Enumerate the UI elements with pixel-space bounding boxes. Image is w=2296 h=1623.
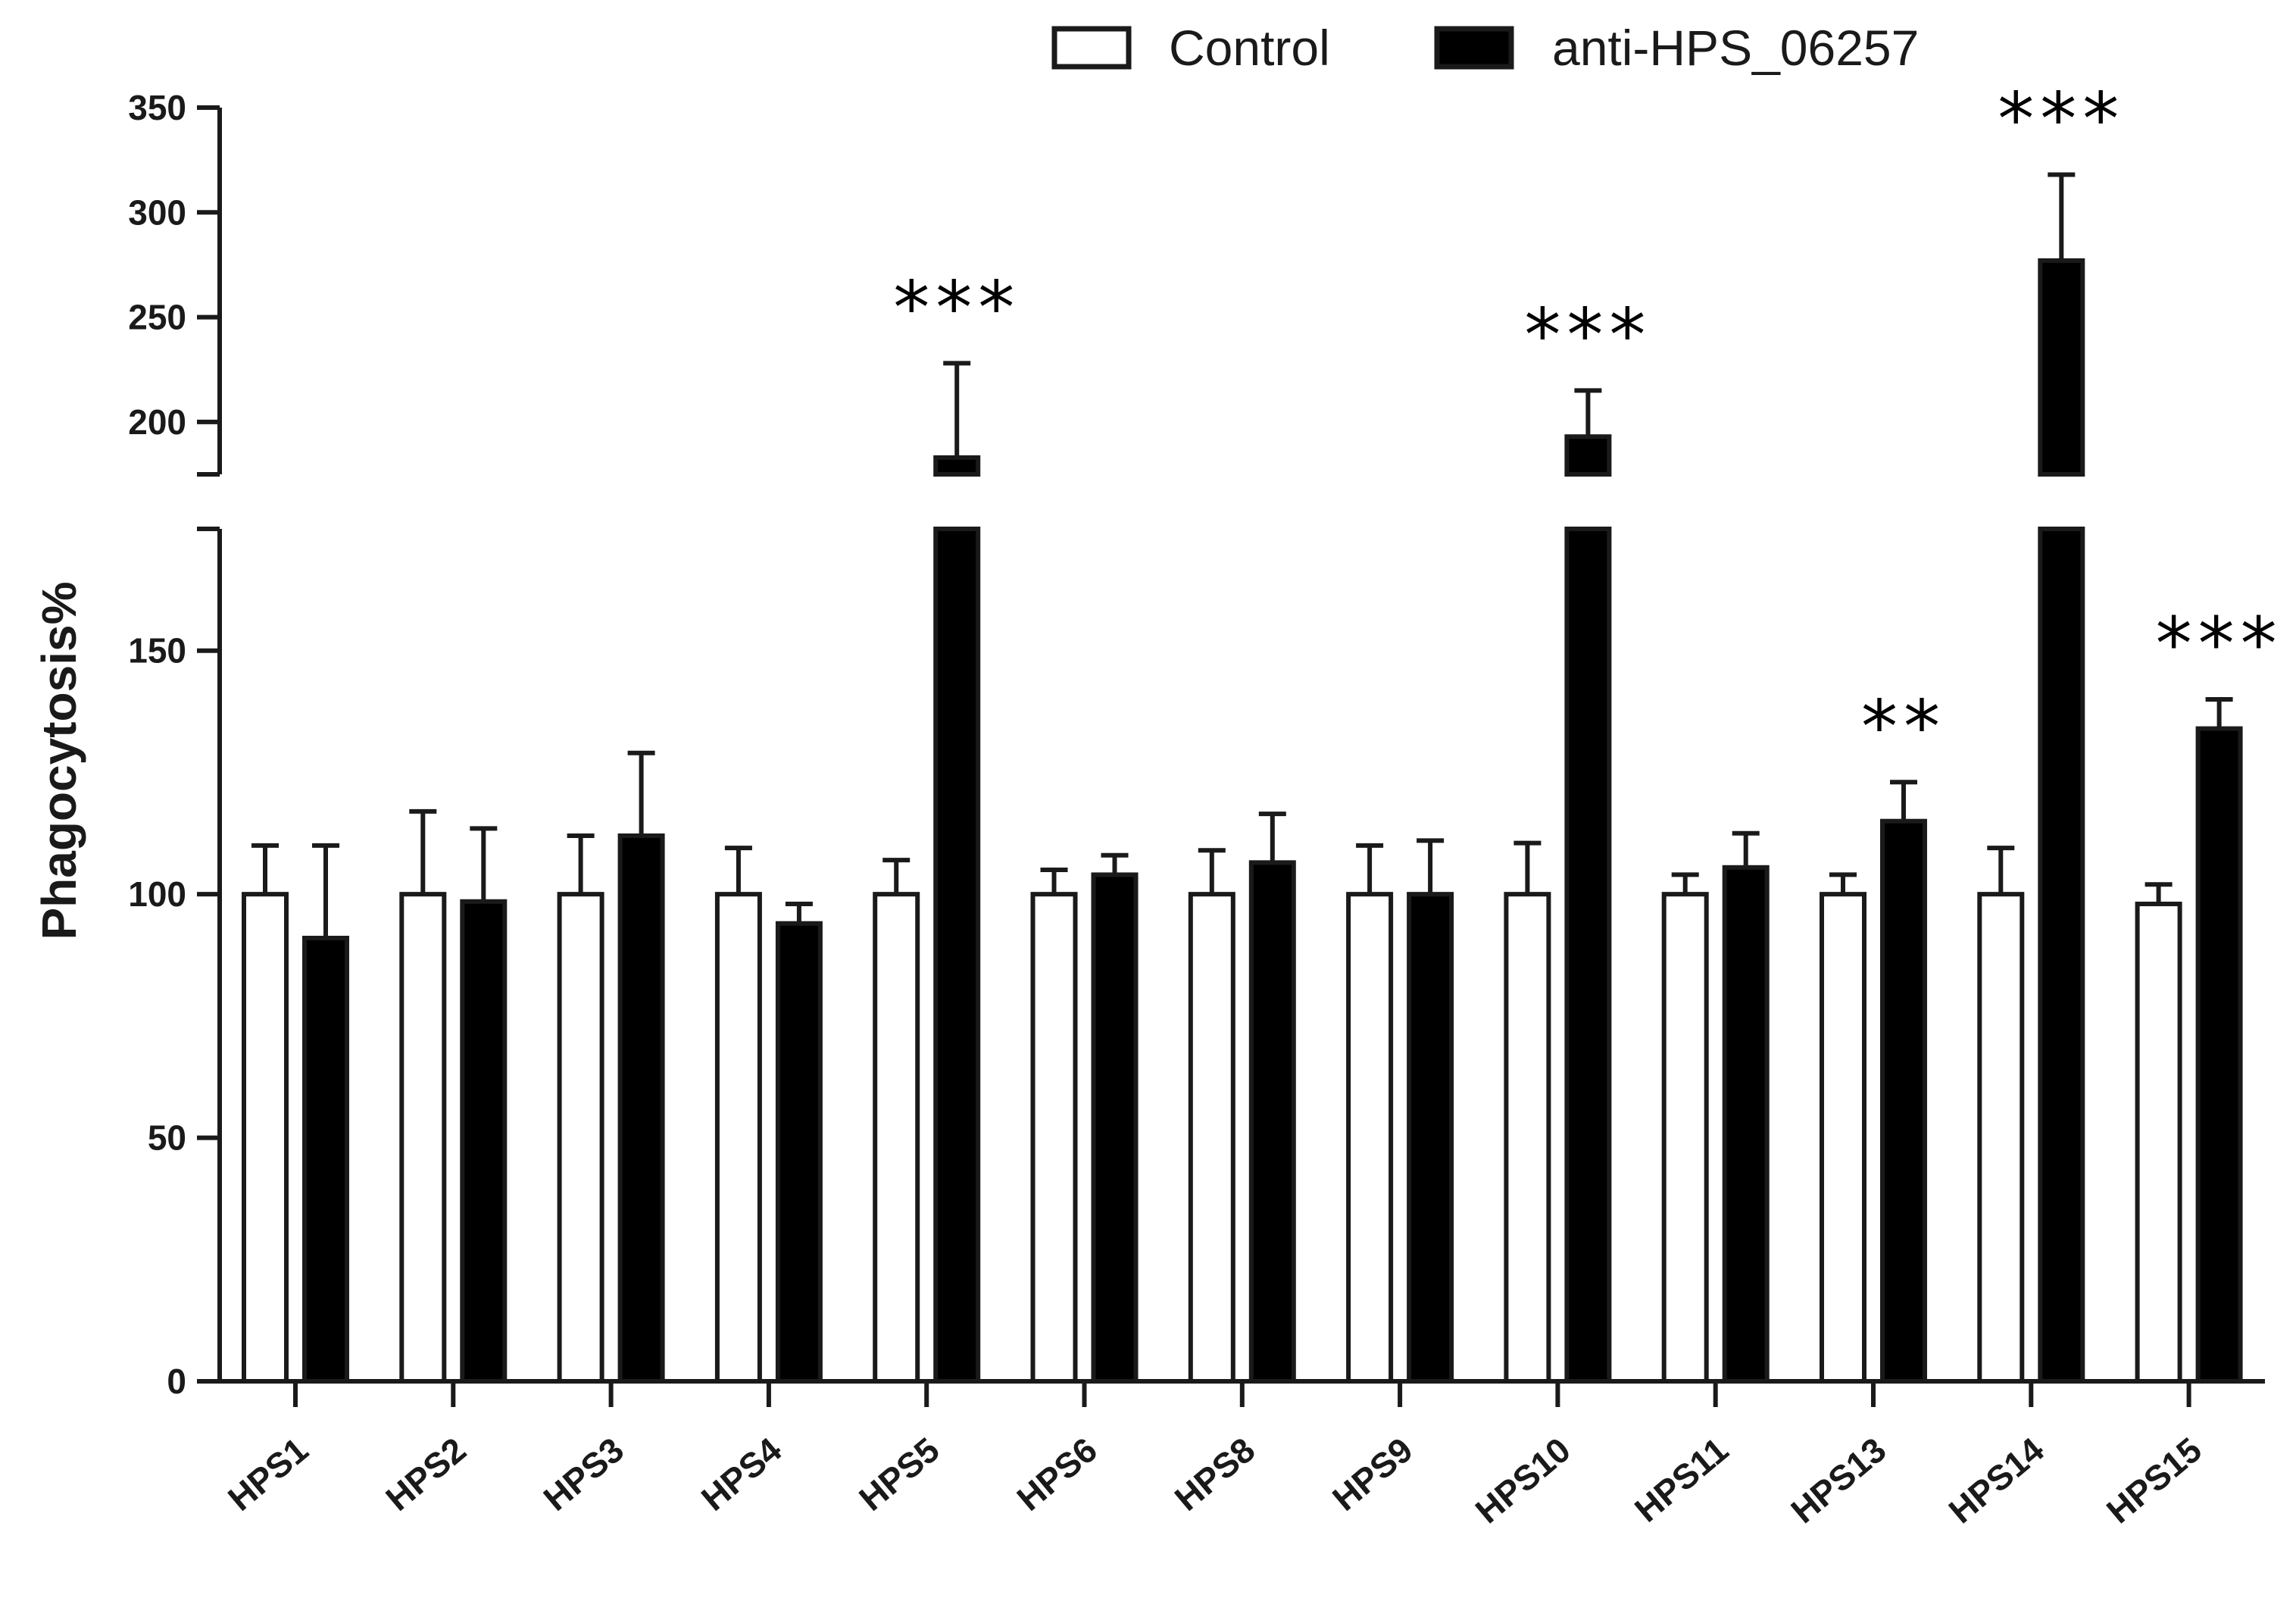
x-tick-label-HPS6: HPS6 bbox=[1009, 1430, 1104, 1518]
y-tick-label-0: 0 bbox=[167, 1362, 186, 1401]
y-tick-label-150: 150 bbox=[128, 631, 186, 671]
bar-control-HPS9 bbox=[1346, 892, 1394, 1384]
x-tick-label-HPS14: HPS14 bbox=[1941, 1430, 2051, 1531]
y-axis-label: Phagocytosis% bbox=[32, 581, 86, 940]
significance-HPS5: *** bbox=[893, 265, 1020, 350]
bar-control-HPS14 bbox=[1977, 892, 2025, 1384]
y-tick-label-350: 350 bbox=[128, 88, 186, 127]
y-tick-label-300: 300 bbox=[128, 192, 186, 232]
bar-control-HPS2 bbox=[399, 892, 447, 1384]
bar-anti-HPS13 bbox=[1880, 818, 1927, 1384]
bar-anti-HPS11 bbox=[1722, 865, 1770, 1384]
x-tick-label-HPS1: HPS1 bbox=[220, 1430, 315, 1518]
bar-control-HPS6 bbox=[1030, 892, 1078, 1384]
bar-lower-anti-HPS14 bbox=[2038, 527, 2085, 1384]
x-tick-label-HPS4: HPS4 bbox=[694, 1430, 789, 1518]
bar-anti-HPS6 bbox=[1091, 872, 1139, 1384]
bar-control-HPS10 bbox=[1504, 892, 1551, 1384]
x-tick-label-HPS13: HPS13 bbox=[1783, 1430, 1893, 1531]
bar-lower-anti-HPS10 bbox=[1564, 527, 1612, 1384]
significance-HPS13: ** bbox=[1861, 684, 1946, 769]
bar-control-HPS5 bbox=[873, 892, 920, 1384]
legend-label-anti-hps-06257: anti-HPS_06257 bbox=[1552, 20, 1919, 76]
bar-anti-HPS15 bbox=[2195, 726, 2243, 1384]
bar-control-HPS3 bbox=[557, 892, 604, 1384]
bar-anti-HPS4 bbox=[775, 921, 823, 1384]
x-tick-label-HPS11: HPS11 bbox=[1627, 1430, 1735, 1530]
bar-control-HPS15 bbox=[2135, 902, 2182, 1384]
x-tick-label-HPS15: HPS15 bbox=[2099, 1430, 2209, 1531]
bar-control-HPS13 bbox=[1820, 892, 1866, 1384]
y-tick-label-50: 50 bbox=[148, 1118, 186, 1158]
x-tick-label-HPS3: HPS3 bbox=[536, 1430, 631, 1518]
significance-HPS15: *** bbox=[2156, 602, 2283, 686]
x-tick-label-HPS9: HPS9 bbox=[1325, 1430, 1420, 1518]
bar-upper-anti-HPS14 bbox=[2038, 258, 2085, 477]
bars bbox=[242, 258, 2243, 1384]
bar-anti-HPS3 bbox=[617, 833, 665, 1384]
x-tick-label-HPS10: HPS10 bbox=[1468, 1430, 1578, 1531]
bar-control-HPS4 bbox=[714, 892, 762, 1384]
bar-control-HPS8 bbox=[1188, 892, 1235, 1384]
bar-lower-anti-HPS5 bbox=[933, 527, 981, 1384]
bar-upper-anti-HPS10 bbox=[1564, 434, 1612, 477]
legend-label-control: Control bbox=[1169, 20, 1330, 76]
y-tick-label-100: 100 bbox=[128, 874, 186, 914]
legend-swatch-control bbox=[1051, 26, 1132, 70]
legend: Control anti-HPS_06257 bbox=[1051, 20, 1919, 76]
bar-control-HPS11 bbox=[1661, 892, 1709, 1384]
bar-anti-HPS1 bbox=[302, 936, 349, 1384]
significance-HPS14: *** bbox=[1998, 77, 2125, 162]
bar-anti-HPS8 bbox=[1248, 860, 1296, 1384]
significance-markers: *** *********** bbox=[893, 77, 2283, 770]
y-tick-label-250: 250 bbox=[128, 298, 186, 337]
x-tick-labels: HPS1 HPS2 HPS3 HPS4 HPS5 HPS6 HPS8 HPS9 HPS10 HPS… bbox=[220, 1430, 2209, 1531]
x-tick-label-HPS8: HPS8 bbox=[1167, 1430, 1262, 1518]
legend-swatch-anti-hps-06257 bbox=[1434, 26, 1514, 70]
x-tick-label-HPS5: HPS5 bbox=[851, 1430, 946, 1518]
error-bars bbox=[251, 172, 2233, 938]
bar-anti-HPS2 bbox=[460, 899, 508, 1384]
y-tick-label-200: 200 bbox=[128, 402, 186, 442]
bar-upper-anti-HPS5 bbox=[933, 455, 981, 477]
bar-anti-HPS9 bbox=[1407, 892, 1454, 1384]
significance-HPS10: *** bbox=[1524, 292, 1651, 377]
x-tick-label-HPS2: HPS2 bbox=[378, 1430, 473, 1518]
bar-control-HPS1 bbox=[242, 892, 289, 1384]
